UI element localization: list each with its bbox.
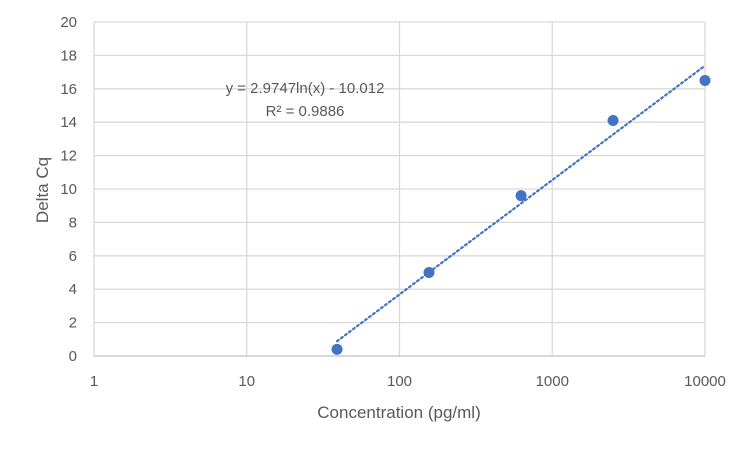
x-tick-label: 1 [90,373,98,390]
x-tick-label: 1000 [536,373,569,390]
gridlines [93,21,706,356]
y-tick-label: 0 [69,348,77,365]
y-tick-label: 12 [60,148,77,165]
trendline-group [335,64,707,343]
data-point [607,115,619,127]
data-point [515,190,527,202]
y-tick-label: 6 [69,248,77,265]
x-tick-label: 10000 [684,373,726,390]
data-point [423,267,435,278]
data-points [331,74,711,355]
tick-labels: 0 2 4 6 8 10 12 14 16 18 20 1 10 100 1000 10000 [60,14,726,390]
x-tick-label: 100 [387,373,412,390]
data-point [699,74,711,86]
y-axis-title: Delta Cq [33,157,52,223]
y-tick-label: 2 [69,315,77,332]
trendline [335,64,707,343]
trendline-r-squared: R² = 0.9886 [266,103,345,120]
y-tick-label: 4 [69,281,77,298]
y-tick-label: 14 [60,114,77,131]
x-tick-label: 10 [238,373,255,390]
y-tick-label: 18 [60,47,77,64]
y-tick-label: 20 [60,14,77,31]
x-axis-title: Concentration (pg/ml) [317,403,480,422]
y-tick-label: 16 [60,81,77,98]
y-tick-label: 8 [69,214,77,231]
y-tick-label: 10 [60,181,77,198]
data-point [331,343,343,355]
trendline-equation: y = 2.9747ln(x) - 10.012 [226,80,385,97]
